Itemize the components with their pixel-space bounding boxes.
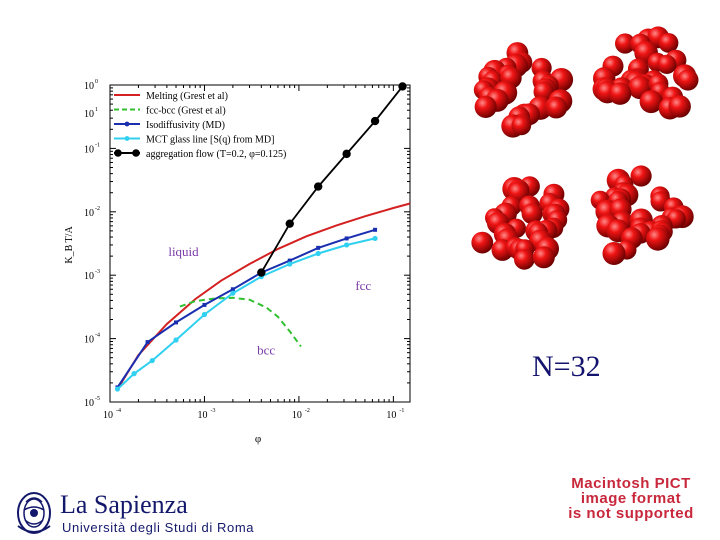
plot-frame xyxy=(109,84,411,403)
x-tick-exponent: -1 xyxy=(399,408,404,414)
particle-sphere xyxy=(657,54,677,74)
legend-label-2: Isodiffusivity (MD) xyxy=(146,120,225,131)
series-point-2 xyxy=(230,287,235,292)
x-tick-exponent: -3 xyxy=(210,408,215,414)
y-tick-label: 10 xyxy=(84,208,94,219)
series-point-3 xyxy=(372,235,378,242)
series-point-3 xyxy=(114,386,121,392)
legend-label-4: aggregation flow (T=0.2, φ=0.125) xyxy=(146,149,286,160)
series-point-4 xyxy=(313,182,323,191)
series-line-1 xyxy=(179,296,302,348)
legend-marker-4 xyxy=(132,149,140,157)
university-logo: La Sapienza Università degli Studi di Ro… xyxy=(10,490,270,540)
x-tick-exponent: -4 xyxy=(116,408,121,414)
y-tick-label-top: 10 xyxy=(84,109,94,120)
x-tick-label: 10 xyxy=(197,410,207,421)
series-line-2 xyxy=(116,228,376,388)
x-axis-label: φ xyxy=(255,433,261,445)
x-tick-label: 10 xyxy=(292,410,302,421)
series-point-2 xyxy=(344,236,349,241)
series-point-3 xyxy=(230,290,236,296)
series-point-2 xyxy=(287,258,292,263)
series-point-3 xyxy=(287,261,293,267)
cluster-top-right xyxy=(592,26,699,120)
series-point-3 xyxy=(315,250,321,257)
y-tick-exponent-top: 1 xyxy=(95,107,98,113)
series-point-4 xyxy=(342,149,351,159)
y-tick-exponent: 0 xyxy=(95,79,98,85)
cluster-bottom-right xyxy=(590,165,694,265)
cluster-bottom-left xyxy=(471,176,570,270)
y-tick-exponent: -1 xyxy=(95,142,100,148)
series-point-2 xyxy=(174,320,179,325)
series-point-4 xyxy=(370,116,380,126)
particle-sphere xyxy=(677,69,699,91)
series-point-3 xyxy=(131,371,137,377)
legend-label-1: fcc-bcc (Grest et al) xyxy=(146,106,226,117)
particle-sphere xyxy=(639,90,663,114)
series-point-3 xyxy=(201,311,208,318)
y-tick-exponent: -3 xyxy=(95,269,100,275)
logo-title: La Sapienza xyxy=(60,490,188,519)
legend-label-0: Melting (Grest et al) xyxy=(146,91,228,102)
particle-sphere xyxy=(658,33,679,53)
particle-sphere xyxy=(668,95,691,118)
series-point-4 xyxy=(257,268,266,277)
y-tick-label: 10 xyxy=(84,81,94,92)
y-tick-label: 10 xyxy=(84,335,94,346)
y-tick-label: 10 xyxy=(84,144,94,155)
x-tick-label: 10 xyxy=(103,410,113,421)
pict-line-1: Macintosh PICT xyxy=(571,475,691,492)
series-point-4 xyxy=(398,82,407,91)
region-label-0: liquid xyxy=(168,244,199,259)
legend-marker-3 xyxy=(124,136,130,141)
sapienza-crest-icon xyxy=(17,492,51,534)
particle-sphere xyxy=(474,95,497,118)
particle-sphere xyxy=(532,246,555,269)
series-point-2 xyxy=(316,245,321,250)
cluster-top-left xyxy=(473,42,574,138)
cluster-size-label: N=32 xyxy=(532,350,601,383)
particle-sphere xyxy=(630,165,652,187)
series-point-3 xyxy=(173,337,179,343)
y-axis-label: K_B T/A xyxy=(64,226,75,264)
particle-sphere xyxy=(511,115,532,136)
region-label-1: fcc xyxy=(355,278,371,293)
series-point-2 xyxy=(145,340,150,345)
y-tick-label: 10 xyxy=(84,398,94,409)
series-point-2 xyxy=(202,302,207,307)
series-point-3 xyxy=(149,357,155,364)
legend-label-3: MCT glass line [S(q) from MD] xyxy=(146,135,274,146)
series-point-2 xyxy=(373,227,378,232)
series-line-0 xyxy=(116,202,411,390)
y-tick-exponent: -5 xyxy=(95,396,100,402)
y-tick-label: 10 xyxy=(84,271,94,282)
series-point-4 xyxy=(285,219,294,228)
legend-marker-2 xyxy=(124,121,130,127)
particle-sphere xyxy=(546,98,567,119)
x-tick-exponent: -2 xyxy=(305,408,310,414)
pict-line-3: is not supported xyxy=(568,505,694,522)
particle-sphere xyxy=(646,227,670,251)
particle-sphere xyxy=(602,242,626,265)
region-label-2: bcc xyxy=(257,343,275,358)
x-tick-label: 10 xyxy=(386,410,396,421)
particle-sphere xyxy=(521,203,543,225)
y-tick-exponent: -4 xyxy=(95,333,100,339)
pict-unsupported-message: Macintosh PICT image format is not suppo… xyxy=(540,476,720,521)
series-line-4 xyxy=(260,85,404,274)
y-tick-exponent: -2 xyxy=(95,206,100,212)
particle-sphere xyxy=(608,82,632,105)
particle-sphere xyxy=(514,249,535,270)
particle-sphere xyxy=(615,33,636,54)
logo-subtitle: Università degli Studi di Roma xyxy=(62,520,255,535)
pict-line-2: image format xyxy=(580,490,682,507)
particle-sphere xyxy=(471,231,494,254)
series-point-3 xyxy=(344,242,350,248)
legend-marker-4 xyxy=(114,149,122,157)
